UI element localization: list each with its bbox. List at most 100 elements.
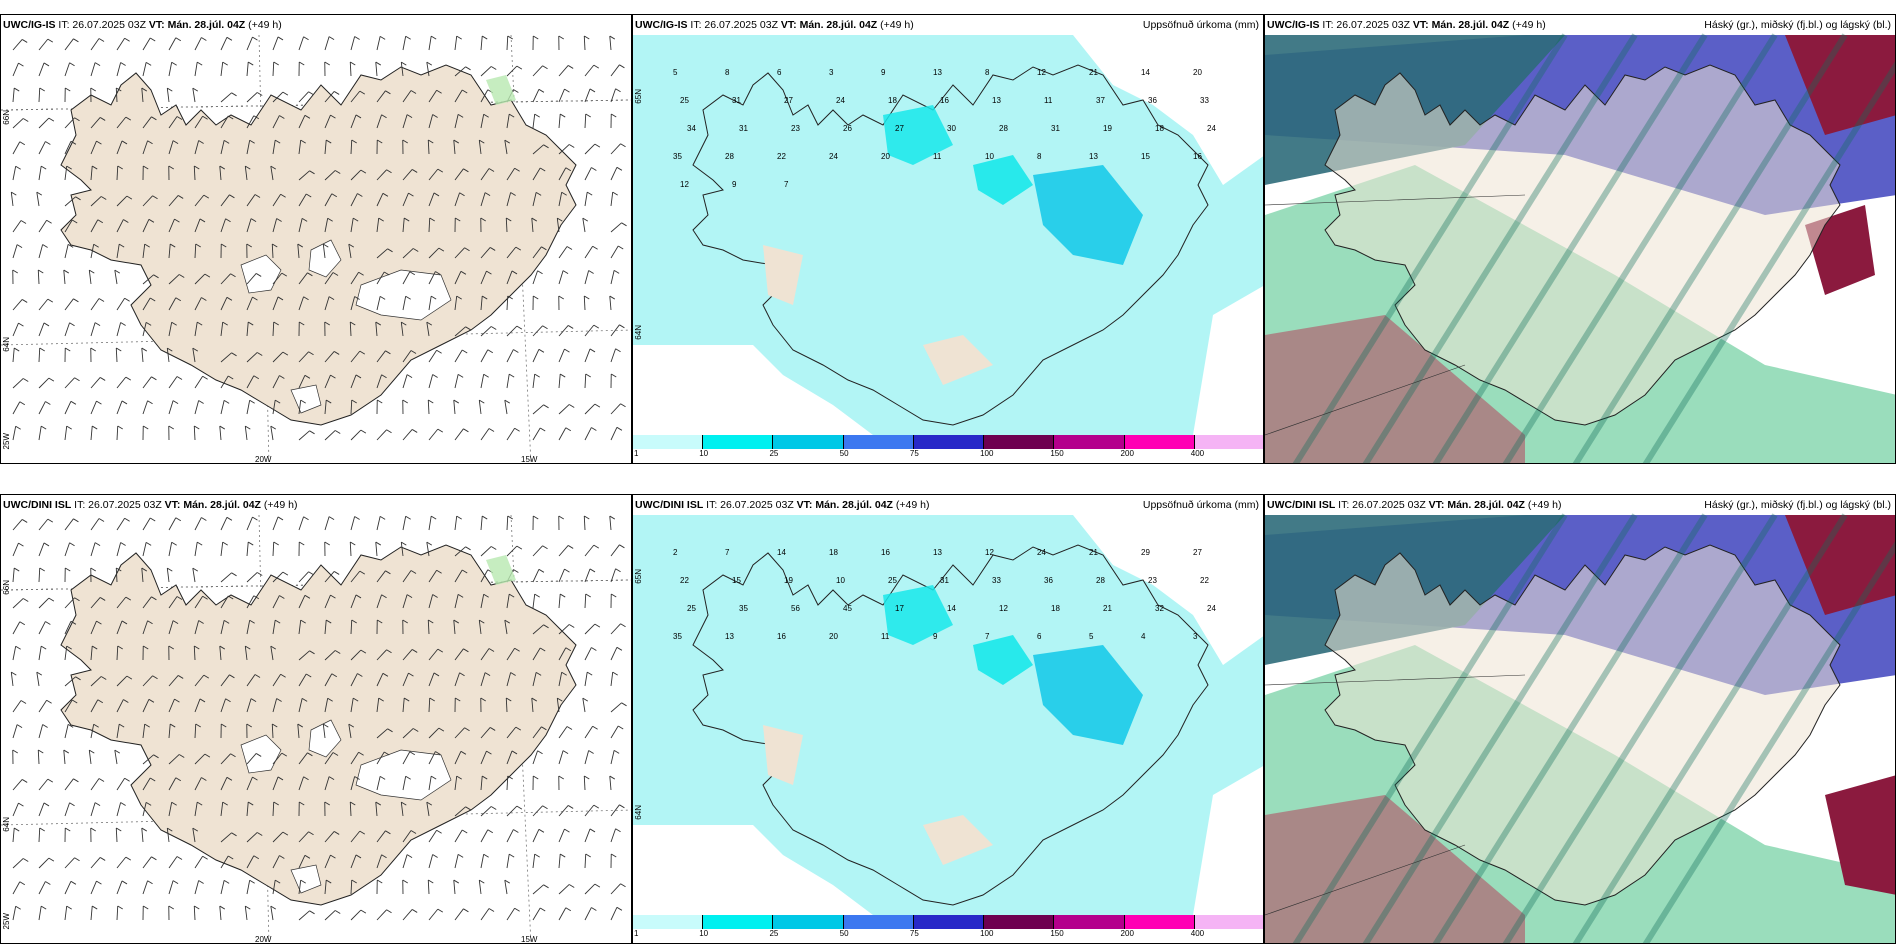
precip-value: 2 [673,548,678,557]
precip-value: 23 [1148,576,1157,585]
precip-labels: 5 8 6 3 9 13 8 12 21 14 20 25 31 27 24 18 16 13 11 37 36 33 34… [673,68,1216,189]
precip-value: 32 [1155,604,1164,613]
precip-value: 11 [1044,96,1053,105]
precip-value: 14 [777,548,786,557]
precip-value: 28 [1096,576,1105,585]
wind-barbs [10,515,627,921]
colorbar-label: 150 [1050,929,1064,938]
precip-value: 37 [1096,96,1105,105]
colorbar-label: 400 [1190,929,1205,938]
lon-label-15w: 15W [521,455,538,464]
precip-value: 17 [895,604,904,613]
precip-value: 3 [1193,632,1198,641]
precip-value: 25 [680,96,689,105]
lat-label-66n: 66N [2,580,11,595]
panel-variable-title: Háský (gr.), miðský (fj.bl.) og lágský (… [1704,499,1891,511]
cloud-map-panel-igis: UWC/IG-IS IT: 26.07.2025 03Z VT: Mán. 28… [1264,14,1896,464]
precip-value: 20 [881,152,890,161]
colorbar-label: 1 [634,449,639,458]
colorbar-segment [843,915,914,929]
precip-colorbar: 1 10 25 50 75 100 150 200 400 [633,915,1263,941]
precip-value: 21 [1103,604,1112,613]
precip-value: 21 [1089,548,1098,557]
panel-title: UWC/IG-IS IT: 26.07.2025 03Z VT: Mán. 28… [1267,19,1546,31]
colorbar-segment [1194,435,1263,449]
panel-title: UWC/IG-IS IT: 26.07.2025 03Z VT: Mán. 28… [3,19,282,31]
colorbar-label: 75 [909,449,919,458]
precip-value: 9 [881,68,886,77]
precip-value: 18 [1051,604,1060,613]
colorbar-label: 400 [1190,449,1205,458]
precip-value: 12 [680,180,689,189]
precip-value: 13 [1089,152,1098,161]
precip-value: 45 [843,604,852,613]
precip-value: 35 [673,632,682,641]
panel-title: UWC/DINI ISL IT: 26.07.2025 03Z VT: Mán.… [635,499,930,511]
precip-value: 27 [784,96,793,105]
precip-value: 7 [725,548,730,557]
precip-value: 10 [836,576,845,585]
precip-value: 20 [829,632,838,641]
precip-value: 35 [739,604,748,613]
colorbar-segment [984,435,1055,449]
precip-value: 4 [1141,632,1146,641]
lat-label-65n: 65N [634,569,643,584]
colorbar-segment [703,915,774,929]
wind-map-panel-igis: UWC/IG-IS IT: 26.07.2025 03Z VT: Mán. 28… [0,14,632,464]
precip-value: 22 [1200,576,1209,585]
panel-variable-title: Uppsöfnuð úrkoma (mm) [1142,499,1259,511]
precip-value: 36 [1148,96,1157,105]
colorbar-label: 100 [980,929,994,938]
precip-value: 19 [784,576,793,585]
lon-label-15w: 15W [521,935,538,944]
colorbar-segment [984,915,1055,929]
precip-value: 36 [1044,576,1053,585]
colorbar-label: 50 [839,929,849,938]
colorbar-label: 50 [839,449,849,458]
precip-value: 13 [725,632,734,641]
colorbar-segment [1124,915,1195,929]
precip-value: 13 [933,68,942,77]
precip-value: 16 [777,632,786,641]
colorbar-label: 200 [1120,929,1134,938]
colorbar-label: 25 [769,449,779,458]
colorbar-label: 75 [909,929,919,938]
precip-map: 5 8 6 3 9 13 8 12 21 14 20 25 31 27 24 18 16 13 11 37 36 33 34… [633,35,1263,435]
colorbar-label: 1 [634,929,639,938]
precip-value: 23 [791,124,800,133]
precip-value: 8 [1037,152,1042,161]
colorbar-segment [1194,915,1263,929]
precip-value: 34 [687,124,696,133]
precip-value: 13 [992,96,1001,105]
precip-value: 24 [1037,548,1046,557]
precip-value: 27 [895,124,904,133]
precip-value: 5 [1089,632,1094,641]
panel-variable-title: Háský (gr.), miðský (fj.bl.) og lágský (… [1704,19,1891,31]
precip-value: 8 [725,68,730,77]
precip-value: 16 [940,96,949,105]
panel-title: UWC/DINI ISL IT: 26.07.2025 03Z VT: Mán.… [3,499,298,511]
precip-value: 6 [1037,632,1042,641]
precip-map-panel-igis: UWC/IG-IS IT: 26.07.2025 03Z VT: Mán. 28… [632,14,1264,464]
lat-label-25w: 25W [2,913,11,930]
precip-value: 7 [784,180,789,189]
precip-map-panel-dini: UWC/DINI ISL IT: 26.07.2025 03Z VT: Mán.… [632,494,1264,944]
precip-value: 12 [1037,68,1046,77]
colorbar-segment [913,435,985,449]
precip-value: 12 [999,604,1008,613]
precip-value: 25 [687,604,696,613]
precip-value: 13 [933,548,942,557]
cloud-map-panel-dini: UWC/DINI ISL IT: 26.07.2025 03Z VT: Mán.… [1264,494,1896,944]
colorbar-segment [773,435,844,449]
precip-value: 7 [985,632,990,641]
precip-value: 15 [1141,152,1150,161]
precip-value: 9 [732,180,737,189]
lat-label-64n: 64N [634,805,643,820]
precip-value: 33 [992,576,1001,585]
panel-variable-title: Uppsöfnuð úrkoma (mm) [1142,19,1259,31]
lat-label-65n: 65N [634,89,643,104]
precip-value: 28 [999,124,1008,133]
precip-value: 5 [673,68,678,77]
cloud-map [1265,33,1895,463]
precip-value: 18 [888,96,897,105]
